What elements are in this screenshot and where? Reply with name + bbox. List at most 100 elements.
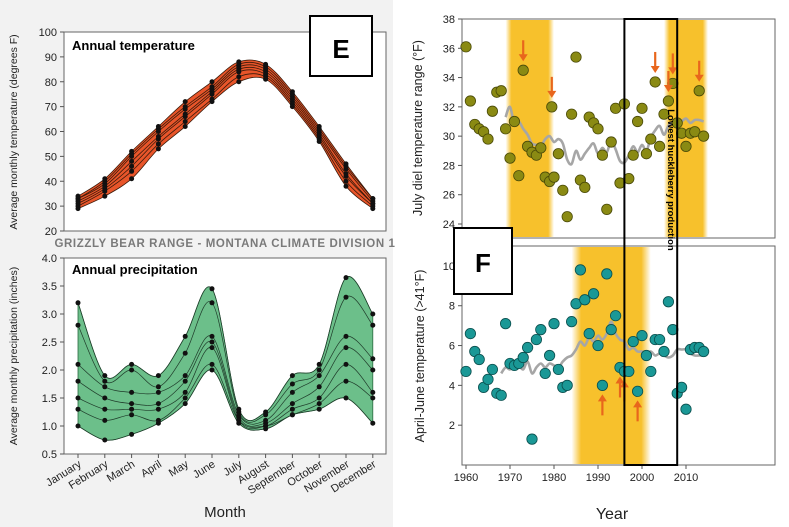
temperature-point [182, 119, 188, 125]
precipitation-point [102, 395, 108, 401]
precipitation-point [182, 401, 188, 407]
year-tick-label: 2010 [674, 472, 698, 484]
precipitation-y-tick-label: 2.5 [42, 337, 57, 349]
precipitation-point [343, 361, 349, 367]
diel-point [460, 41, 472, 53]
april-june-point [583, 327, 595, 340]
april-june-y-tick-label: 8 [449, 301, 455, 313]
temperature-y-axis-label: Average monthly temperature (degrees F) [8, 34, 20, 229]
april-june-temperature-chart: 2 4 6 8 10 1960 1970 1980 1990 2000 2010 April-Ju… [413, 245, 776, 523]
april-june-point [460, 365, 472, 378]
precipitation-point [316, 401, 322, 407]
precipitation-point [263, 426, 269, 432]
precipitation-point [155, 406, 161, 412]
diel-arrows [518, 40, 704, 98]
temperature-point [236, 74, 242, 80]
precipitation-point [370, 389, 376, 395]
april-june-point [526, 433, 538, 445]
temperature-point [289, 89, 295, 95]
temperature-y-tick-label: 40 [45, 176, 57, 188]
precipitation-point [129, 406, 135, 412]
diel-point [561, 211, 573, 223]
temperature-y-tick-label: 90 [45, 52, 57, 64]
precipitation-point [75, 300, 81, 306]
diel-point [689, 126, 701, 138]
diel-y-tick-label: 32 [443, 102, 455, 114]
april-june-points [460, 264, 710, 445]
diel-arrow [518, 40, 528, 62]
precipitation-point [182, 350, 188, 356]
low-huckleberry-highlight-box [623, 18, 679, 466]
diel-y-tick-label: 30 [443, 131, 455, 143]
diel-arrow [668, 53, 678, 75]
diel-point [636, 102, 648, 114]
precipitation-point [316, 395, 322, 401]
precipitation-y-ticks: 0.5 1.0 1.5 2.0 2.5 3.0 3.5 4.0 [42, 253, 64, 461]
precipitation-point [209, 345, 215, 351]
diel-point [557, 184, 569, 196]
temperature-point [129, 148, 135, 154]
precipitation-point [236, 420, 242, 426]
precipitation-point [343, 333, 349, 339]
april-june-y-tick-label: 10 [443, 261, 455, 273]
temperature-point [129, 158, 135, 164]
temperature-point [155, 124, 161, 130]
april-june-point [464, 327, 476, 340]
temperature-point [343, 178, 349, 184]
precipitation-point [343, 275, 349, 281]
temperature-band-fill [78, 60, 373, 209]
temperature-point [129, 176, 135, 182]
precipitation-points [75, 275, 376, 443]
april-june-smoothed-line [500, 320, 704, 375]
precipitation-point [155, 373, 161, 379]
precipitation-point [102, 437, 108, 443]
diel-shaded-period [505, 20, 554, 237]
diel-point [601, 203, 613, 215]
diel-y-tick-label: 38 [443, 14, 455, 26]
precipitation-y-tick-label: 1.0 [42, 421, 57, 433]
temperature-point [343, 171, 349, 177]
april-june-point [697, 345, 710, 358]
precipitation-point [343, 294, 349, 300]
precipitation-point [209, 367, 215, 373]
panel-e-letter: E [332, 34, 349, 64]
diel-point [640, 148, 653, 160]
april-june-shaded-period [571, 247, 651, 464]
temperature-chart-title: Annual temperature [72, 38, 195, 53]
precipitation-point [102, 373, 108, 379]
precipitation-y-tick-label: 0.5 [42, 449, 57, 461]
precipitation-point [370, 356, 376, 362]
diel-point [627, 149, 639, 161]
precipitation-point [343, 395, 349, 401]
precipitation-point [370, 322, 376, 328]
diel-point [548, 171, 560, 183]
april-june-point [662, 296, 675, 308]
temperature-point [236, 59, 242, 65]
diel-point [658, 108, 670, 120]
precipitation-point [129, 431, 135, 437]
precipitation-point [316, 384, 322, 390]
precipitation-point [182, 395, 188, 401]
diel-y-tick-label: 36 [443, 43, 455, 55]
diel-point [653, 140, 666, 152]
april-june-point [543, 349, 556, 362]
precipitation-point [370, 395, 376, 401]
year-tick-label: 1980 [542, 472, 566, 484]
temperature-points [75, 59, 376, 212]
precipitation-point [102, 406, 108, 412]
precipitation-point [75, 322, 81, 328]
precipitation-point [75, 406, 81, 412]
lowest-huckleberry-annotation: Lowest huckleberry production [665, 109, 676, 251]
temperature-y-tick-label: 70 [45, 102, 57, 114]
precipitation-point [155, 420, 161, 426]
diel-point [546, 101, 558, 113]
precipitation-point [370, 420, 376, 426]
temperature-point [343, 183, 349, 189]
april-june-point [596, 379, 609, 391]
diel-point [517, 64, 529, 76]
precipitation-point [129, 401, 135, 407]
diel-arrow [694, 60, 704, 82]
diel-point [495, 85, 507, 97]
temperature-point [263, 61, 269, 67]
precipitation-point [343, 378, 349, 384]
